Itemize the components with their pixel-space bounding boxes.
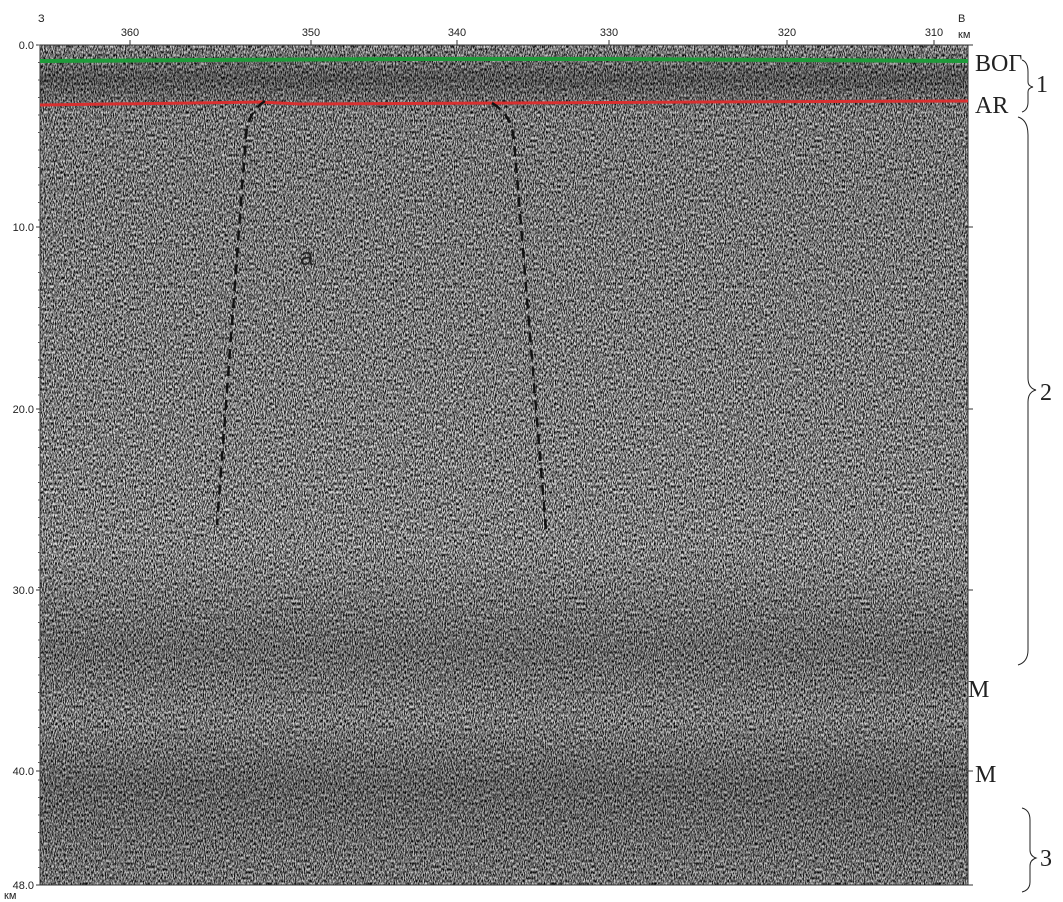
horizon-bog — [40, 59, 968, 61]
horizon-label: ВОГ — [975, 51, 1022, 77]
depth-tick-label: 20.0 — [13, 404, 34, 416]
distance-tick-label: 310 — [925, 27, 943, 39]
annotation: а — [300, 244, 314, 271]
west-label: З — [38, 13, 45, 25]
depth-tick-label: 30.0 — [13, 585, 34, 597]
east-label: В — [958, 13, 965, 25]
horizon-label: AR — [975, 93, 1008, 119]
brace-3 — [1022, 808, 1036, 892]
brace-2 — [1018, 117, 1036, 665]
depth-tick-label: 48.0 — [13, 880, 34, 892]
depth-tick-label: 40.0 — [13, 766, 34, 778]
brace-1 — [1022, 60, 1033, 112]
depth-tick-label: 10.0 — [13, 222, 34, 234]
distance-tick-label: 330 — [600, 27, 618, 39]
distance-tick-label: 360 — [121, 27, 139, 39]
reflective-bands — [40, 45, 968, 885]
depth-tick-label: 0.0 — [19, 40, 34, 52]
horizon-label: М — [968, 677, 989, 703]
zone-label: 1 — [1036, 72, 1048, 98]
distance-tick-label: 350 — [302, 27, 320, 39]
unit-top: км — [958, 29, 970, 41]
distance-tick-label: 320 — [778, 27, 796, 39]
seismic-figure: З В км км а ВОГ AR М М 1 2 3 0.010.020.0… — [0, 0, 1063, 902]
zone-label: 2 — [1040, 380, 1052, 406]
horizon-label: М — [975, 762, 996, 788]
zone-label: 3 — [1040, 846, 1052, 872]
distance-tick-label: 340 — [448, 27, 466, 39]
